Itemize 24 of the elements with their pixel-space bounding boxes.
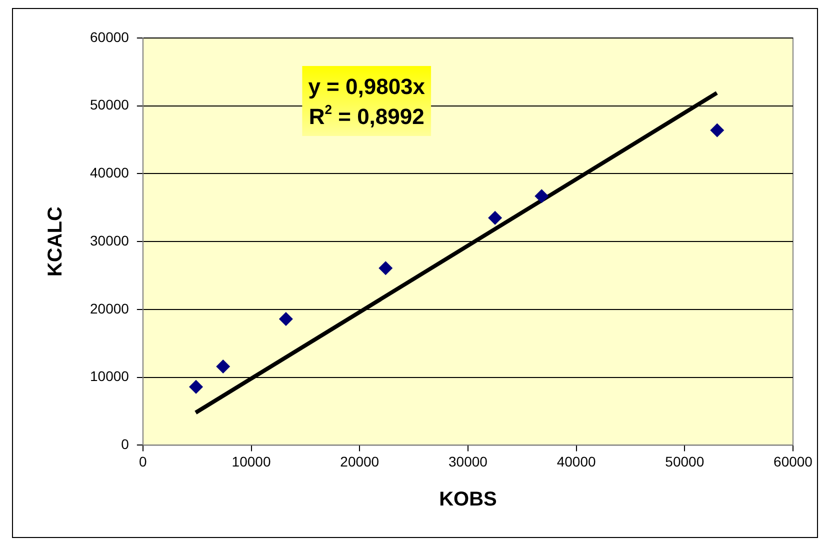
y-tick-label: 10000 — [90, 368, 130, 384]
x-tick-label: 30000 — [448, 453, 488, 470]
point — [216, 359, 230, 374]
x-tick-label: 20000 — [340, 453, 380, 470]
x-tick-label: 50000 — [665, 453, 704, 470]
y-tick-label: 30000 — [90, 232, 130, 248]
x-axis-title: KOBS — [439, 488, 497, 511]
y-tick-label: 20000 — [90, 300, 130, 316]
annotation: y = 0,9803x — [308, 74, 426, 99]
x-tick-label: 60000 — [774, 453, 813, 470]
x-tick-label: 0 — [139, 453, 148, 470]
point — [189, 380, 204, 394]
point — [488, 210, 502, 225]
x-tick-label: 10000 — [232, 453, 271, 470]
x-tick-label: 40000 — [556, 453, 596, 470]
y-tick-label: 40000 — [90, 164, 130, 181]
y-tick-label: 50000 — [90, 96, 130, 113]
y-tick-label: 60000 — [90, 28, 130, 45]
point — [534, 189, 549, 204]
point — [278, 312, 293, 326]
y-tick-label: 0 — [121, 436, 130, 452]
point — [378, 261, 393, 276]
point — [710, 123, 724, 138]
y-axis-title: KCALC — [44, 206, 67, 277]
